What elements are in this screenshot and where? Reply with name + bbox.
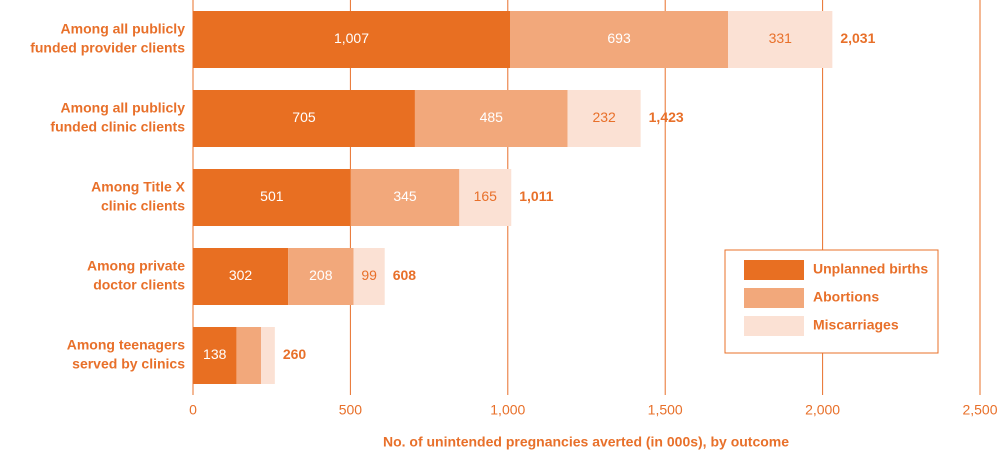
value-label: 1,007: [334, 30, 369, 46]
bar-segment: [193, 327, 237, 384]
y-tick-label: doctor clients: [93, 277, 185, 293]
bar-segment: [193, 11, 511, 68]
legend-swatch: [744, 288, 804, 308]
value-label: 693: [607, 30, 631, 46]
bar-segment: [236, 327, 261, 384]
legend-label: Miscarriages: [813, 317, 899, 333]
value-label: 165: [474, 188, 498, 204]
x-tick-label: 2,000: [805, 402, 840, 418]
bar-segment: [510, 11, 729, 68]
bar-segment: [350, 169, 460, 226]
value-label: 302: [229, 267, 253, 283]
value-label: 501: [260, 188, 284, 204]
x-tick-label: 2,500: [962, 402, 997, 418]
bar-segment: [728, 11, 833, 68]
bar-segment: [288, 248, 354, 305]
y-tick-label: Among all publicly: [61, 21, 186, 37]
x-tick-label: 1,500: [648, 402, 683, 418]
value-label: 485: [480, 109, 504, 125]
y-tick-label: Among teenagers: [67, 337, 185, 353]
x-axis-label: No. of unintended pregnancies averted (i…: [383, 434, 789, 450]
value-label: 345: [393, 188, 417, 204]
y-tick-label: funded provider clients: [30, 40, 185, 56]
value-label: 99: [361, 267, 377, 283]
value-label: 331: [769, 30, 793, 46]
y-tick-label: served by clinics: [72, 356, 185, 372]
x-tick-label: 0: [189, 402, 197, 418]
value-label: 138: [203, 346, 227, 362]
bar-segment: [260, 327, 275, 384]
bar-segment: [193, 248, 289, 305]
y-tick-label: Among private: [87, 258, 185, 274]
bar-segment: [193, 169, 351, 226]
value-label: 208: [309, 267, 333, 283]
y-tick-label: Among Title X: [91, 179, 186, 195]
value-label: 705: [292, 109, 316, 125]
total-label: 1,011: [519, 188, 553, 204]
total-label: 608: [393, 267, 417, 283]
bar-segment: [459, 169, 512, 226]
x-tick-label: 1,000: [490, 402, 525, 418]
y-tick-label: funded clinic clients: [50, 119, 185, 135]
total-label: 2,031: [840, 30, 875, 46]
bar-segment: [414, 90, 568, 147]
legend-label: Unplanned births: [813, 261, 928, 277]
legend-swatch: [744, 316, 804, 336]
value-label: 232: [592, 109, 616, 125]
y-tick-label: Among all publicly: [61, 100, 186, 116]
y-tick-label: clinic clients: [101, 198, 185, 214]
total-label: 1,423: [649, 109, 684, 125]
bar-segment: [353, 248, 385, 305]
legend-swatch: [744, 260, 804, 280]
bar-segment: [567, 90, 641, 147]
x-tick-label: 500: [339, 402, 363, 418]
bar-segment: [193, 90, 415, 147]
legend-label: Abortions: [813, 289, 879, 305]
total-label: 260: [283, 346, 307, 362]
